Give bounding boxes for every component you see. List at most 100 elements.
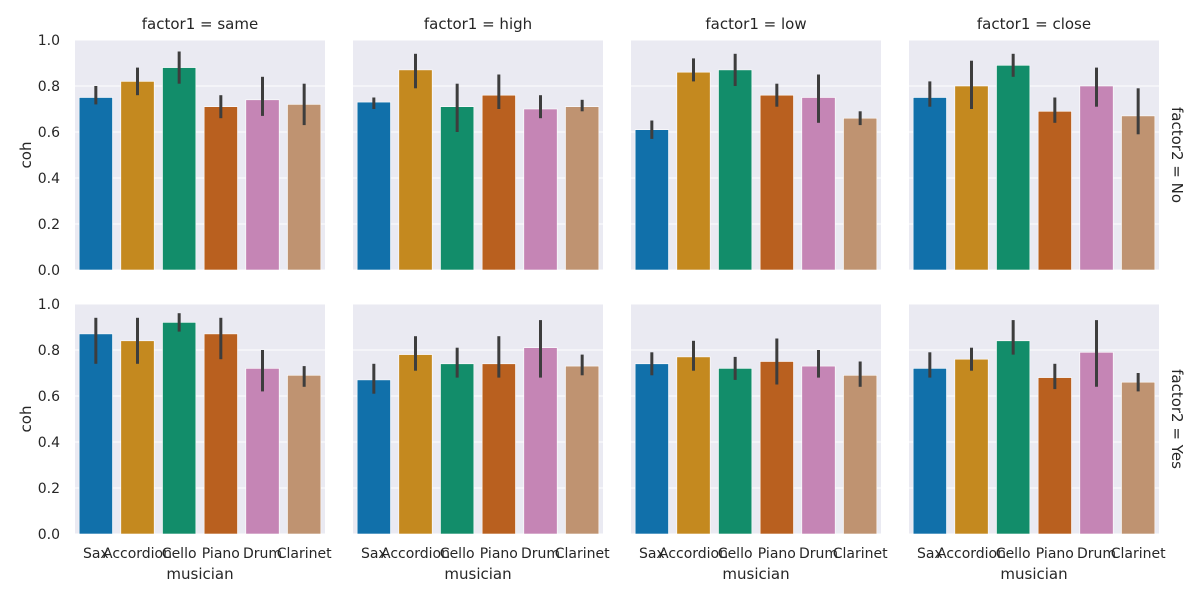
x-axis-label: musician: [444, 565, 511, 583]
bar: [634, 129, 669, 271]
x-axis-label: musician: [1000, 565, 1067, 583]
y-tick-label: 0.0: [38, 263, 60, 279]
x-tick-label: Cello: [996, 546, 1031, 562]
bar: [356, 379, 391, 535]
bar: [759, 94, 794, 271]
bar: [996, 340, 1031, 535]
y-tick-label: 0.4: [38, 171, 60, 187]
x-tick-label: Cello: [440, 546, 475, 562]
x-tick-label: Drum: [243, 546, 282, 562]
bar: [78, 97, 113, 271]
x-tick-label: Accordion: [103, 546, 172, 562]
y-tick-label: 0.6: [38, 389, 60, 405]
panel-background: [353, 304, 603, 534]
bar: [1121, 381, 1156, 535]
bar: [912, 97, 947, 271]
bar: [634, 363, 669, 535]
y-tick-label: 0.8: [38, 343, 60, 359]
row-title: factor2 = Yes: [1168, 369, 1186, 469]
bar: [912, 368, 947, 535]
bar: [440, 363, 475, 535]
y-tick-label: 0.0: [38, 527, 60, 543]
bar: [843, 374, 878, 535]
x-tick-label: Sax: [361, 546, 387, 562]
x-tick-label: Accordion: [659, 546, 728, 562]
bar: [523, 108, 558, 271]
y-tick-label: 1.0: [38, 297, 60, 313]
y-axis-label: coh: [17, 406, 35, 433]
x-tick-label: Accordion: [381, 546, 450, 562]
bar: [565, 365, 600, 535]
bar: [481, 363, 516, 535]
bar: [954, 358, 989, 535]
bar: [718, 69, 753, 271]
x-tick-label: Sax: [83, 546, 109, 562]
x-tick-label: Clarinet: [555, 546, 610, 562]
bar: [162, 322, 197, 535]
x-tick-label: Accordion: [937, 546, 1006, 562]
bar: [1079, 85, 1114, 271]
bar: [718, 368, 753, 535]
panel-background: [353, 40, 603, 270]
panel-background: [631, 40, 881, 270]
bar: [287, 374, 322, 535]
panel-background: [631, 304, 881, 534]
x-tick-label: Sax: [917, 546, 943, 562]
bar: [1037, 377, 1072, 535]
panel-background: [909, 304, 1159, 534]
bar: [843, 117, 878, 271]
x-tick-label: Cello: [718, 546, 753, 562]
x-tick-label: Sax: [639, 546, 665, 562]
row-title: factor2 = No: [1168, 107, 1186, 203]
bar: [954, 85, 989, 271]
bar: [481, 94, 516, 271]
y-tick-label: 0.4: [38, 435, 60, 451]
x-tick-label: Cello: [162, 546, 197, 562]
bar: [245, 368, 280, 535]
y-tick-label: 0.8: [38, 79, 60, 95]
y-tick-label: 0.2: [38, 217, 60, 233]
bar: [398, 69, 433, 271]
bar: [759, 361, 794, 535]
bar: [801, 365, 836, 535]
bar: [203, 333, 238, 535]
column-title: factor1 = close: [977, 15, 1091, 33]
y-axis-label: coh: [17, 142, 35, 169]
panel-background: [75, 40, 325, 270]
column-title: factor1 = low: [705, 15, 806, 33]
panel-background: [909, 40, 1159, 270]
bar: [676, 356, 711, 535]
x-tick-label: Piano: [1036, 546, 1074, 562]
x-tick-label: Drum: [799, 546, 838, 562]
y-tick-label: 1.0: [38, 33, 60, 49]
bar: [120, 81, 155, 271]
panel-background: [75, 304, 325, 534]
bar: [1121, 115, 1156, 271]
column-title: factor1 = same: [142, 15, 258, 33]
x-tick-label: Drum: [521, 546, 560, 562]
bar: [203, 106, 238, 271]
bar: [78, 333, 113, 535]
x-axis-label: musician: [722, 565, 789, 583]
x-tick-label: Piano: [480, 546, 518, 562]
bar: [676, 71, 711, 271]
x-tick-label: Drum: [1077, 546, 1116, 562]
y-tick-label: 0.2: [38, 481, 60, 497]
bar: [356, 101, 391, 271]
bar: [398, 354, 433, 535]
x-tick-label: Clarinet: [277, 546, 332, 562]
bar: [245, 99, 280, 271]
bar: [565, 106, 600, 271]
bar: [162, 67, 197, 271]
bar: [120, 340, 155, 535]
x-axis-label: musician: [166, 565, 233, 583]
column-title: factor1 = high: [424, 15, 532, 33]
bar: [523, 347, 558, 535]
x-tick-label: Piano: [758, 546, 796, 562]
bar: [287, 104, 322, 271]
x-tick-label: Piano: [202, 546, 240, 562]
x-tick-label: Clarinet: [833, 546, 888, 562]
x-tick-label: Clarinet: [1111, 546, 1166, 562]
